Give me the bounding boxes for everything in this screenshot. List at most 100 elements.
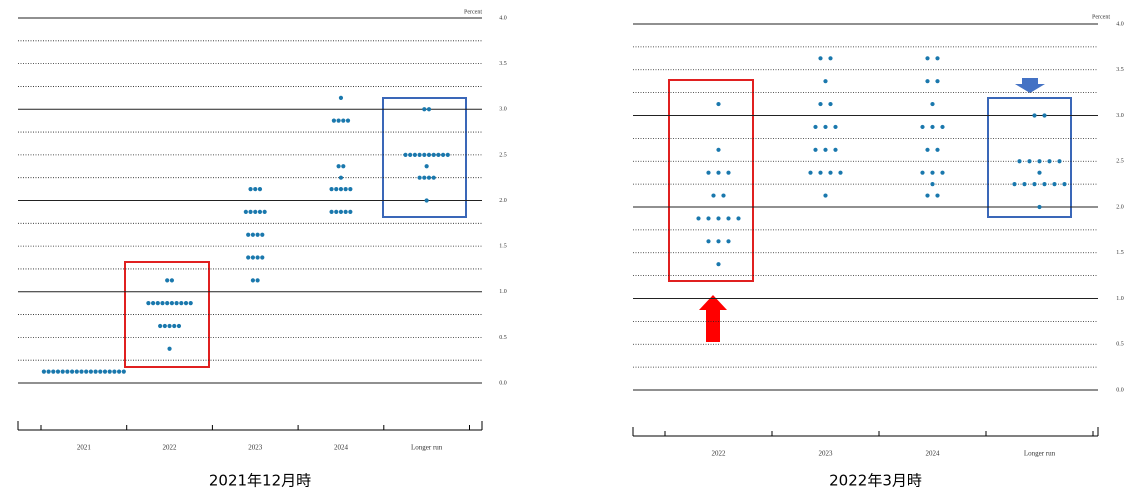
y-tick-label: 0.0 <box>499 380 507 386</box>
dot <box>255 232 260 237</box>
dot <box>167 323 172 329</box>
dot <box>338 186 344 192</box>
dot <box>65 369 70 374</box>
dot <box>179 301 184 306</box>
dot <box>696 216 701 221</box>
dot <box>426 152 432 157</box>
dot <box>262 209 267 215</box>
dot <box>716 170 721 175</box>
dot <box>930 170 935 175</box>
dot <box>257 186 263 192</box>
dot <box>920 124 925 130</box>
y-tick-label: 2.0 <box>499 198 507 204</box>
dot <box>84 369 89 374</box>
dot <box>706 170 711 175</box>
dot <box>60 369 65 374</box>
dot <box>1012 182 1017 187</box>
dot <box>341 164 346 169</box>
dot <box>246 232 251 237</box>
x-tick-label: 2021 <box>77 444 92 452</box>
dot <box>151 301 156 306</box>
dot <box>107 369 112 374</box>
dot <box>188 301 193 306</box>
dot <box>940 170 945 175</box>
dot <box>338 209 344 215</box>
dot <box>338 175 344 180</box>
y-tick-label: 2.5 <box>1116 159 1124 165</box>
y-axis-label: Percent <box>464 9 482 15</box>
dot <box>441 152 446 157</box>
dot <box>403 152 408 157</box>
dot <box>1042 113 1047 118</box>
dot <box>70 369 75 374</box>
dot <box>260 255 265 260</box>
x-tick-label: Longer run <box>1024 450 1056 458</box>
x-tick-label: 2023 <box>248 444 263 452</box>
x-tick-label: 2022 <box>163 444 178 452</box>
dot <box>341 118 346 123</box>
dot <box>940 124 945 130</box>
highlight-box <box>668 79 754 282</box>
dot <box>716 216 721 221</box>
dot <box>1037 159 1042 164</box>
dot <box>162 323 167 329</box>
dot <box>445 152 450 157</box>
y-tick-label: 3.0 <box>499 107 507 113</box>
highlight-box <box>987 97 1072 218</box>
dot <box>1027 159 1032 164</box>
dot <box>1047 159 1052 164</box>
dot <box>1042 182 1047 187</box>
dot <box>338 95 344 100</box>
dot <box>1017 159 1022 164</box>
dot <box>431 175 436 180</box>
y-tick-label: 3.5 <box>499 61 507 67</box>
arrow-down <box>1015 78 1045 93</box>
dot <box>818 170 823 175</box>
dot <box>833 147 838 152</box>
dot <box>246 255 251 260</box>
dot <box>329 209 334 215</box>
dot <box>813 147 818 152</box>
dot <box>823 147 828 152</box>
dot <box>424 164 429 169</box>
y-tick-label: 0.5 <box>499 335 507 341</box>
dot <box>920 170 925 175</box>
dot <box>250 232 255 237</box>
dot <box>117 369 122 374</box>
dot <box>248 186 253 192</box>
x-tick-label: 2023 <box>819 450 834 458</box>
dot <box>726 239 731 244</box>
dot <box>169 301 174 306</box>
caption: 2021年12月時 <box>209 472 311 490</box>
dot <box>706 239 711 244</box>
dot <box>828 56 833 61</box>
dot <box>334 209 339 215</box>
dot <box>417 152 422 157</box>
dot <box>165 278 170 283</box>
dot <box>823 193 828 198</box>
dot <box>165 301 170 306</box>
dot <box>255 255 260 260</box>
dot <box>426 175 432 180</box>
y-axis-label: Percent <box>1092 14 1110 20</box>
dot <box>935 147 940 152</box>
y-tick-label: 1.0 <box>499 289 507 295</box>
dot <box>1057 159 1062 164</box>
dot <box>248 209 253 215</box>
dot <box>823 124 828 130</box>
dot <box>818 56 823 61</box>
dot <box>925 79 930 84</box>
dot <box>74 369 79 374</box>
dot <box>121 369 126 374</box>
dot <box>838 170 843 175</box>
y-tick-label: 3.0 <box>1116 113 1124 119</box>
dot <box>925 193 930 198</box>
dot <box>169 278 174 283</box>
dot <box>160 301 165 306</box>
dot <box>255 278 260 283</box>
y-tick-label: 2.0 <box>1116 204 1124 210</box>
dot <box>1037 204 1042 210</box>
arrow-up <box>699 295 727 342</box>
dot <box>426 107 432 112</box>
dot <box>422 152 427 157</box>
